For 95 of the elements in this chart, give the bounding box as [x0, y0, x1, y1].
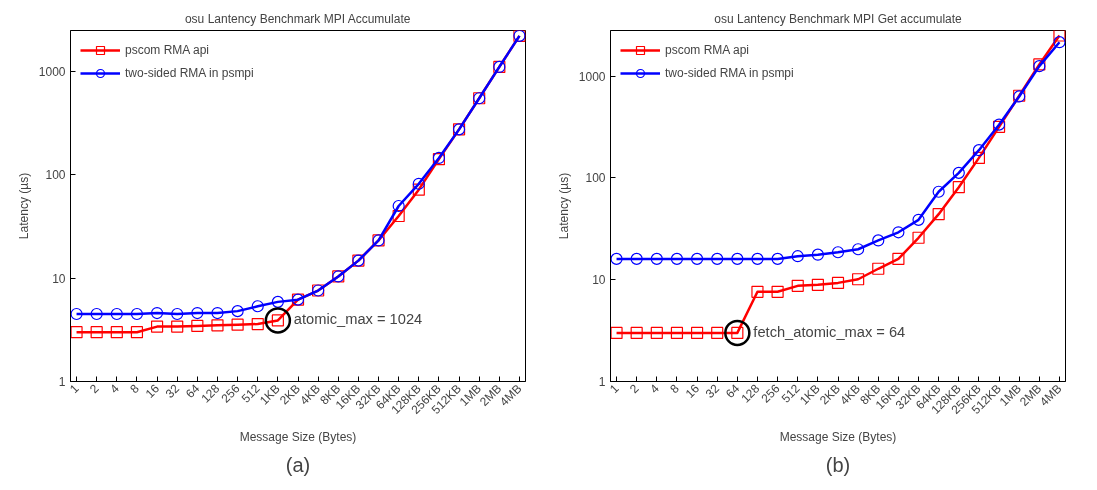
x-tick-label: 16 [142, 381, 163, 401]
point [610, 326, 623, 340]
y-axis-title: Latency (µs) [556, 172, 571, 240]
chart-title: osu Lantency Benchmark MPI Get accumulate [714, 11, 963, 26]
point [952, 181, 965, 194]
point [630, 326, 643, 340]
point [912, 213, 925, 226]
point [150, 306, 164, 320]
point [972, 144, 986, 157]
point [251, 300, 264, 313]
point [932, 185, 945, 198]
point [892, 226, 905, 239]
point [191, 306, 204, 320]
text: (a) [285, 453, 311, 476]
point [191, 319, 204, 333]
y-tick-label: 100 [45, 168, 66, 183]
point [1053, 30, 1066, 42]
point [771, 285, 784, 298]
x-tick-label: 8 [127, 381, 143, 397]
point [831, 276, 845, 289]
point [852, 243, 865, 256]
x-tick-label: 32 [162, 381, 183, 401]
point [791, 279, 804, 292]
point [670, 326, 684, 340]
point [130, 326, 144, 339]
point [972, 151, 986, 165]
text: (b) [825, 453, 851, 476]
legend-label: pscom RMA api [125, 43, 210, 57]
point [912, 231, 925, 244]
legend-label: two-sided RMA in psmpi [665, 66, 794, 80]
x-tick-label: 32 [702, 381, 723, 401]
point [271, 295, 284, 308]
point [251, 317, 264, 331]
x-axis-title: Message Size (Bytes) [779, 429, 897, 444]
point [231, 318, 244, 331]
point [711, 252, 724, 265]
annotation: atomic_max = 1024 [293, 311, 423, 328]
point [670, 252, 684, 265]
point [130, 307, 144, 321]
point [231, 305, 244, 318]
point [70, 326, 83, 339]
point [211, 306, 224, 320]
y-tick-label: 100 [585, 171, 606, 186]
point [872, 262, 885, 275]
x-tick-label: 4 [647, 381, 662, 397]
point [412, 183, 425, 196]
point [412, 177, 425, 190]
point [70, 307, 83, 321]
x-tick-label: 2 [627, 381, 642, 397]
x-tick-label: 16 [682, 381, 703, 401]
point [811, 248, 824, 261]
point [852, 273, 865, 286]
point [831, 246, 845, 259]
x-axis-title: Message Size (Bytes) [239, 429, 357, 444]
x-tick-label: 2 [87, 381, 102, 397]
point [650, 326, 663, 340]
point [791, 250, 804, 263]
point [630, 252, 643, 265]
point [771, 252, 784, 265]
point [110, 307, 123, 321]
point [711, 326, 724, 340]
point [90, 307, 103, 321]
point [872, 234, 885, 247]
point [110, 326, 123, 339]
point [610, 252, 623, 265]
point [392, 199, 405, 213]
point [892, 252, 905, 265]
point [650, 252, 663, 265]
point [211, 319, 224, 332]
point [952, 166, 965, 179]
y-tick-label: 10 [592, 273, 606, 288]
chart-title: osu Lantency Benchmark MPI Accumulate [184, 11, 411, 26]
point [171, 307, 184, 321]
x-tick-label: 1 [66, 381, 82, 397]
y-tick-label: 10 [52, 271, 66, 286]
y-axis-title: Latency (µs) [16, 172, 31, 240]
annotation: fetch_atomic_max = 64 [753, 323, 906, 340]
point [150, 320, 164, 333]
legend-label: pscom RMA api [665, 43, 750, 57]
point [932, 208, 945, 221]
x-tick-label: 1 [606, 381, 622, 397]
point [690, 252, 704, 265]
point [1053, 36, 1066, 49]
point [751, 252, 764, 265]
x-tick-label: 8 [667, 381, 683, 397]
point [731, 252, 744, 265]
point [171, 320, 184, 333]
point [690, 326, 704, 340]
y-tick-label: 1000 [578, 69, 606, 84]
point [90, 326, 103, 339]
x-tick-label: 4 [107, 381, 122, 397]
y-tick-label: 1000 [38, 65, 66, 80]
legend-label: two-sided RMA in psmpi [125, 66, 254, 80]
point [811, 278, 824, 291]
point [751, 285, 764, 298]
